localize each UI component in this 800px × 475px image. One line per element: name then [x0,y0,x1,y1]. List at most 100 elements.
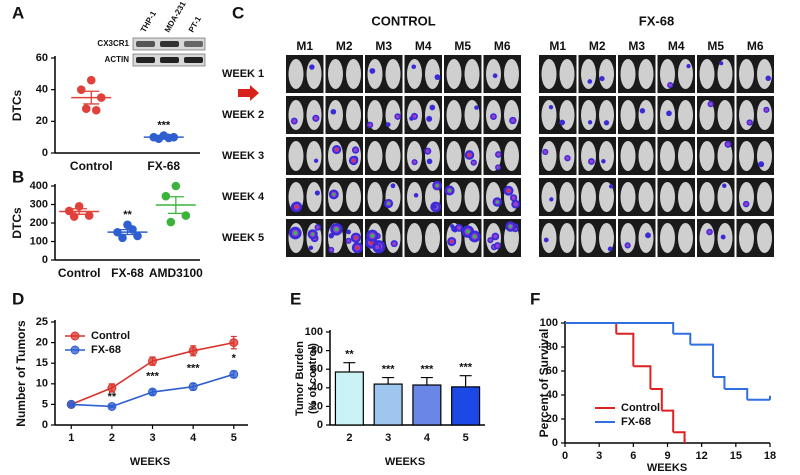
legend-label: FX-68 [621,416,651,428]
signal [309,64,315,70]
point [188,382,198,392]
blot-column: PT-1 [187,14,204,34]
signal [719,61,724,66]
mouse [581,141,596,171]
mouse [306,182,322,212]
mouse [559,223,575,253]
mouse [717,100,733,130]
mouse [385,141,401,171]
signal [587,120,593,125]
panel-label: D [12,289,24,308]
y-tick-label: 20 [546,413,558,425]
x-tick-label: 2 [109,432,115,444]
legend-label: Control [91,330,130,342]
signal [425,149,430,154]
signal [292,119,297,123]
mouse [464,100,480,130]
mouse [717,141,733,171]
signal [495,200,499,204]
mouse [660,223,675,253]
mouse [620,100,636,130]
signal [589,159,594,164]
mouse [739,59,754,89]
mouse [638,141,654,171]
signal [313,158,319,163]
mouse [328,100,343,130]
signal [507,189,511,193]
y-axis-label: (% of control) [307,343,319,414]
signal [295,205,299,209]
signal [666,110,672,117]
x-tick-label: 9 [664,450,670,462]
survival-step [724,388,749,400]
signal [686,64,691,69]
group-title: CONTROL [371,13,435,28]
mouse [288,100,304,130]
signal [565,156,570,160]
y-tick-label: 15 [36,357,48,369]
signal [368,123,372,127]
mouse [757,182,772,212]
x-tick-label: Control [58,266,101,280]
signal [495,243,500,248]
annotation: ** [108,391,117,403]
mouse [541,59,557,89]
mouse [739,223,754,253]
mouse-label: M2 [336,39,353,53]
signal [353,148,358,153]
signal [474,105,479,110]
y-tick-label: 40 [546,389,558,401]
mouse [559,182,575,212]
arrow [238,85,259,101]
y-tick-label: 25 [36,316,48,328]
signal [601,159,606,164]
mouse [739,141,754,171]
mouse [504,59,519,89]
signal [375,245,380,250]
signal [387,202,390,205]
signal [726,142,730,147]
signal [334,227,339,232]
blot-band [136,41,155,47]
survival-step [690,343,715,377]
mouse [699,223,715,253]
survival-step [673,332,692,345]
panel-label: A [12,3,24,22]
mouse [678,223,693,253]
legend-marker [70,331,80,341]
signal [603,120,610,126]
signal [587,79,593,84]
mouse [306,141,322,171]
panel-label: F [530,289,540,308]
y-tick-label: 0 [42,419,48,431]
signal [549,197,554,202]
week-label: WEEK 5 [222,232,264,244]
mouse [425,223,440,253]
mouse [486,59,501,89]
mouse [678,100,693,130]
y-axis-label: Tumor Burden [294,341,306,416]
signal [346,239,351,243]
mouse [385,223,401,253]
mouse [581,223,596,253]
annotation: *** [382,363,396,375]
signal [450,224,455,229]
mouse [306,59,322,89]
survival-step [713,376,726,389]
y-tick-label: 0 [42,147,48,159]
annotation: ** [345,349,354,361]
signal [329,248,333,252]
signal [435,184,439,188]
mouse [678,141,693,171]
signal [472,234,477,239]
signal [315,225,320,230]
mouse [346,182,361,212]
mouse [660,182,675,212]
survival-step [650,388,663,411]
y-axis-label: Number of Tumors [14,320,28,427]
mouse [367,141,383,171]
mouse [306,100,322,130]
signal [625,243,630,248]
mouse [464,182,480,212]
